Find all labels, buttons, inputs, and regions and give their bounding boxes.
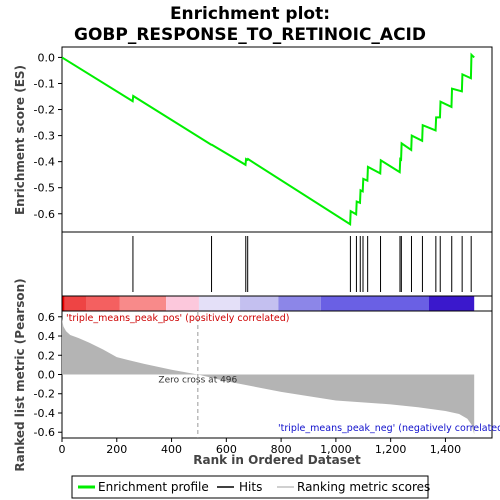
x-tick-label: 1,200: [375, 443, 407, 456]
color-bar-segment: [320, 296, 430, 311]
es-axis-label: Enrichment score (ES): [13, 65, 27, 215]
color-bar-segment: [166, 296, 199, 311]
color-bar-segment: [429, 296, 475, 311]
metric-tick-label: 0.0: [38, 369, 56, 382]
es-tick-label: 0.0: [38, 51, 56, 64]
metric-tick-label: 0.2: [38, 349, 56, 362]
x-tick-label: 1,000: [320, 443, 352, 456]
metric-tick-label: -0.6: [34, 426, 55, 439]
color-bar-segment: [86, 296, 120, 311]
annotation-negative: 'triple_means_peak_neg' (negatively corr…: [278, 423, 500, 434]
x-axis-label: Rank in Ordered Dataset: [193, 453, 361, 467]
color-bar-segment: [119, 296, 167, 311]
es-tick-label: -0.3: [34, 130, 55, 143]
es-tick-label: -0.6: [34, 208, 55, 221]
color-bar-segment: [198, 296, 241, 311]
color-bar-segment: [62, 296, 65, 311]
x-tick-label: 0: [59, 443, 66, 456]
x-tick-label: 1,400: [430, 443, 462, 456]
color-bar-segment: [64, 296, 87, 311]
hits-panel: [61, 231, 493, 297]
es-tick-label: -0.1: [34, 77, 55, 90]
es-tick-label: -0.4: [34, 156, 55, 169]
legend: Enrichment profile Hits Ranking metric s…: [71, 475, 430, 499]
x-tick-label: 400: [161, 443, 182, 456]
x-tick-label: 800: [271, 443, 292, 456]
es-panel: [61, 46, 493, 233]
metric-tick-label: -0.4: [34, 407, 55, 420]
x-tick-label: 200: [106, 443, 127, 456]
annotation-positive: 'triple_means_peak_pos' (positively corr…: [66, 313, 290, 324]
legend-label-enrichment: Enrichment profile: [98, 480, 209, 494]
enrichment-profile-line: [61, 52, 475, 226]
x-tick-label: 600: [216, 443, 237, 456]
metric-tick-label: -0.2: [34, 388, 55, 401]
color-bar-segment: [240, 296, 279, 311]
chart-title-line1: Enrichment plot:: [170, 4, 330, 24]
metric-tick-label: 0.6: [38, 311, 56, 324]
metric-axis-label: Ranked list metric (Pearson): [13, 278, 27, 471]
zero-cross-label: Zero cross at 496: [158, 376, 237, 386]
ranking-metric-area: [62, 318, 475, 435]
ranked-list-color-bar: [62, 296, 475, 311]
color-bar-segment: [278, 296, 321, 311]
legend-box: [71, 475, 429, 499]
chart-title-line2: GOBP_RESPONSE_TO_RETINOIC_ACID: [74, 25, 426, 45]
metric-tick-label: 0.4: [38, 330, 56, 343]
es-tick-label: -0.5: [34, 182, 55, 195]
legend-label-ranking: Ranking metric scores: [297, 480, 430, 494]
legend-label-hits: Hits: [239, 480, 262, 494]
es-tick-label: -0.2: [34, 104, 55, 117]
